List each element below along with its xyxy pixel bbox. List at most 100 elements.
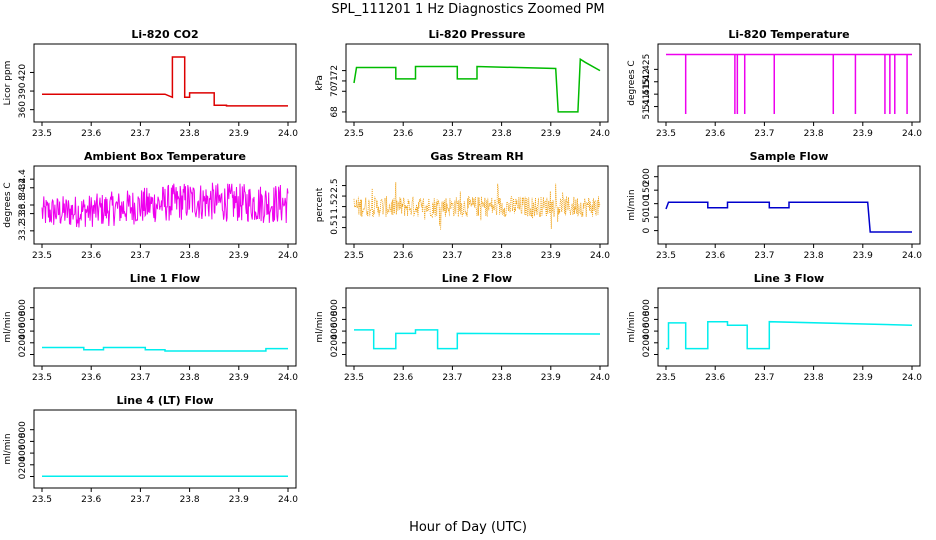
plot-frame xyxy=(33,43,297,123)
x-tick-label: 23.9 xyxy=(853,373,873,383)
panel-4: Ambient Box Temperature degrees C 23.5 23.6… xyxy=(3,150,298,261)
panel-10: Line 4 (LT) Flow ml/min 23.5 23.6 23.7 23.8 23… xyxy=(3,394,298,505)
x-tick-label: 23.7 xyxy=(442,373,462,383)
x-tick-label: 23.7 xyxy=(130,129,150,139)
y-tick-label: 34.4 xyxy=(18,169,28,189)
x-tick-label: 23.8 xyxy=(180,251,200,261)
x-tick-label: 23.5 xyxy=(656,373,676,383)
panel-title: Sample Flow xyxy=(750,150,829,163)
panel-1: Li-820 CO2 Licor ppm 23.5 23.6 23.7 23.8 23.9 2… xyxy=(3,28,298,139)
x-tick-label: 23.9 xyxy=(541,251,561,261)
plot-frame xyxy=(345,43,609,123)
series-line xyxy=(665,201,912,233)
figure-title: SPL_111201 1 Hz Diagnostics Zoomed PM xyxy=(331,2,604,17)
y-axis-label: percent xyxy=(315,187,325,222)
panel-title: Line 1 Flow xyxy=(130,272,200,285)
x-tick-label: 23.6 xyxy=(393,373,413,383)
x-tick-label: 23.5 xyxy=(32,495,52,505)
x-tick-label: 23.6 xyxy=(81,373,101,383)
y-tick-label: 200 xyxy=(642,168,652,185)
x-tick-label: 23.5 xyxy=(32,251,52,261)
x-tick-label: 23.8 xyxy=(492,373,512,383)
x-tick-label: 23.9 xyxy=(229,373,249,383)
y-tick-label: 70 xyxy=(330,85,340,97)
series-line xyxy=(42,346,288,352)
x-tick-label: 23.6 xyxy=(81,129,101,139)
y-tick-label: 600 xyxy=(330,311,340,328)
y-axis-label: ml/min xyxy=(3,311,13,342)
x-tick-label: 23.6 xyxy=(705,251,725,261)
y-tick-label: 600 xyxy=(642,311,652,328)
y-axis-label: degrees C xyxy=(3,182,13,227)
x-tick-label: 24.0 xyxy=(590,251,610,261)
x-tick-label: 23.8 xyxy=(180,495,200,505)
plot-frame xyxy=(657,165,921,245)
y-tick-label: 800 xyxy=(18,421,28,438)
x-tick-label: 23.6 xyxy=(705,129,725,139)
plot-frame xyxy=(345,165,609,245)
y-tick-label: 71 xyxy=(330,75,340,86)
y-axis-label: ml/min xyxy=(3,433,13,464)
panel-5: Gas Stream RH percent 23.5 23.6 23.7 23.8 23.9… xyxy=(315,150,610,261)
x-tick-label: 23.9 xyxy=(853,251,873,261)
panel-title: Line 4 (LT) Flow xyxy=(117,394,214,407)
y-tick-label: 0 xyxy=(642,227,652,233)
x-tick-label: 24.0 xyxy=(278,251,298,261)
x-tick-label: 23.7 xyxy=(130,373,150,383)
series-line xyxy=(666,320,913,350)
y-axis-label: ml/min xyxy=(627,189,637,220)
series-line xyxy=(353,57,601,113)
y-tick-label: 1 xyxy=(330,214,340,220)
x-tick-label: 23.9 xyxy=(229,251,249,261)
y-axis-label: ml/min xyxy=(315,311,325,342)
x-tick-label: 23.6 xyxy=(81,495,101,505)
y-tick-label: 0 xyxy=(330,351,340,357)
y-tick-label: 51.415 xyxy=(642,78,652,110)
y-tick-label: 390 xyxy=(18,82,28,99)
panel-title: Line 3 Flow xyxy=(754,272,824,285)
y-tick-label: 400 xyxy=(642,322,652,339)
x-tick-label: 24.0 xyxy=(902,373,922,383)
panel-title: Ambient Box Temperature xyxy=(84,150,246,163)
x-tick-label: 23.8 xyxy=(492,251,512,261)
panel-9: Line 3 Flow ml/min 23.5 23.6 23.7 23.8 23.9 24.… xyxy=(627,272,922,383)
y-tick-label: 2.5 xyxy=(330,178,340,192)
y-tick-label: 0 xyxy=(18,473,28,479)
y-tick-label: 400 xyxy=(18,322,28,339)
x-tick-label: 24.0 xyxy=(902,251,922,261)
x-axis-label: Hour of Day (UTC) xyxy=(409,520,527,535)
x-tick-label: 24.0 xyxy=(902,129,922,139)
panel-6: Sample Flow ml/min 23.5 23.6 23.7 23.8 23.9 24.… xyxy=(627,150,922,261)
x-tick-label: 23.5 xyxy=(344,373,364,383)
y-tick-label: 0 xyxy=(18,351,28,357)
y-tick-label: 150 xyxy=(642,181,652,198)
y-tick-label: 800 xyxy=(330,299,340,316)
plot-frame xyxy=(33,287,297,367)
y-tick-label: 33.2 xyxy=(18,221,28,241)
x-tick-label: 24.0 xyxy=(278,495,298,505)
y-tick-label: 72 xyxy=(330,65,340,76)
x-tick-label: 23.5 xyxy=(656,129,676,139)
x-tick-label: 23.8 xyxy=(804,129,824,139)
y-axis-label: kPa xyxy=(315,75,325,91)
panel-7: Line 1 Flow ml/min 23.5 23.6 23.7 23.8 23.9 24.… xyxy=(3,272,298,383)
panel-8: Line 2 Flow ml/min 23.5 23.6 23.7 23.8 23.9 24.… xyxy=(315,272,610,383)
y-tick-label: 68 xyxy=(330,106,340,118)
x-tick-label: 23.8 xyxy=(804,251,824,261)
series-points xyxy=(353,182,601,231)
x-tick-label: 23.9 xyxy=(853,129,873,139)
y-tick-label: 400 xyxy=(18,444,28,461)
x-tick-label: 23.7 xyxy=(754,129,774,139)
series-line xyxy=(354,329,601,350)
y-axis-label: degrees C xyxy=(627,60,637,105)
x-tick-label: 23.8 xyxy=(804,373,824,383)
x-tick-label: 23.8 xyxy=(492,129,512,139)
x-tick-label: 23.5 xyxy=(32,129,52,139)
x-tick-label: 23.9 xyxy=(229,129,249,139)
y-tick-label: 33.6 xyxy=(18,203,28,223)
x-tick-label: 23.5 xyxy=(344,129,364,139)
y-tick-label: 400 xyxy=(330,322,340,339)
y-tick-label: 200 xyxy=(642,334,652,351)
series-line xyxy=(42,56,288,107)
series-line xyxy=(41,182,289,228)
